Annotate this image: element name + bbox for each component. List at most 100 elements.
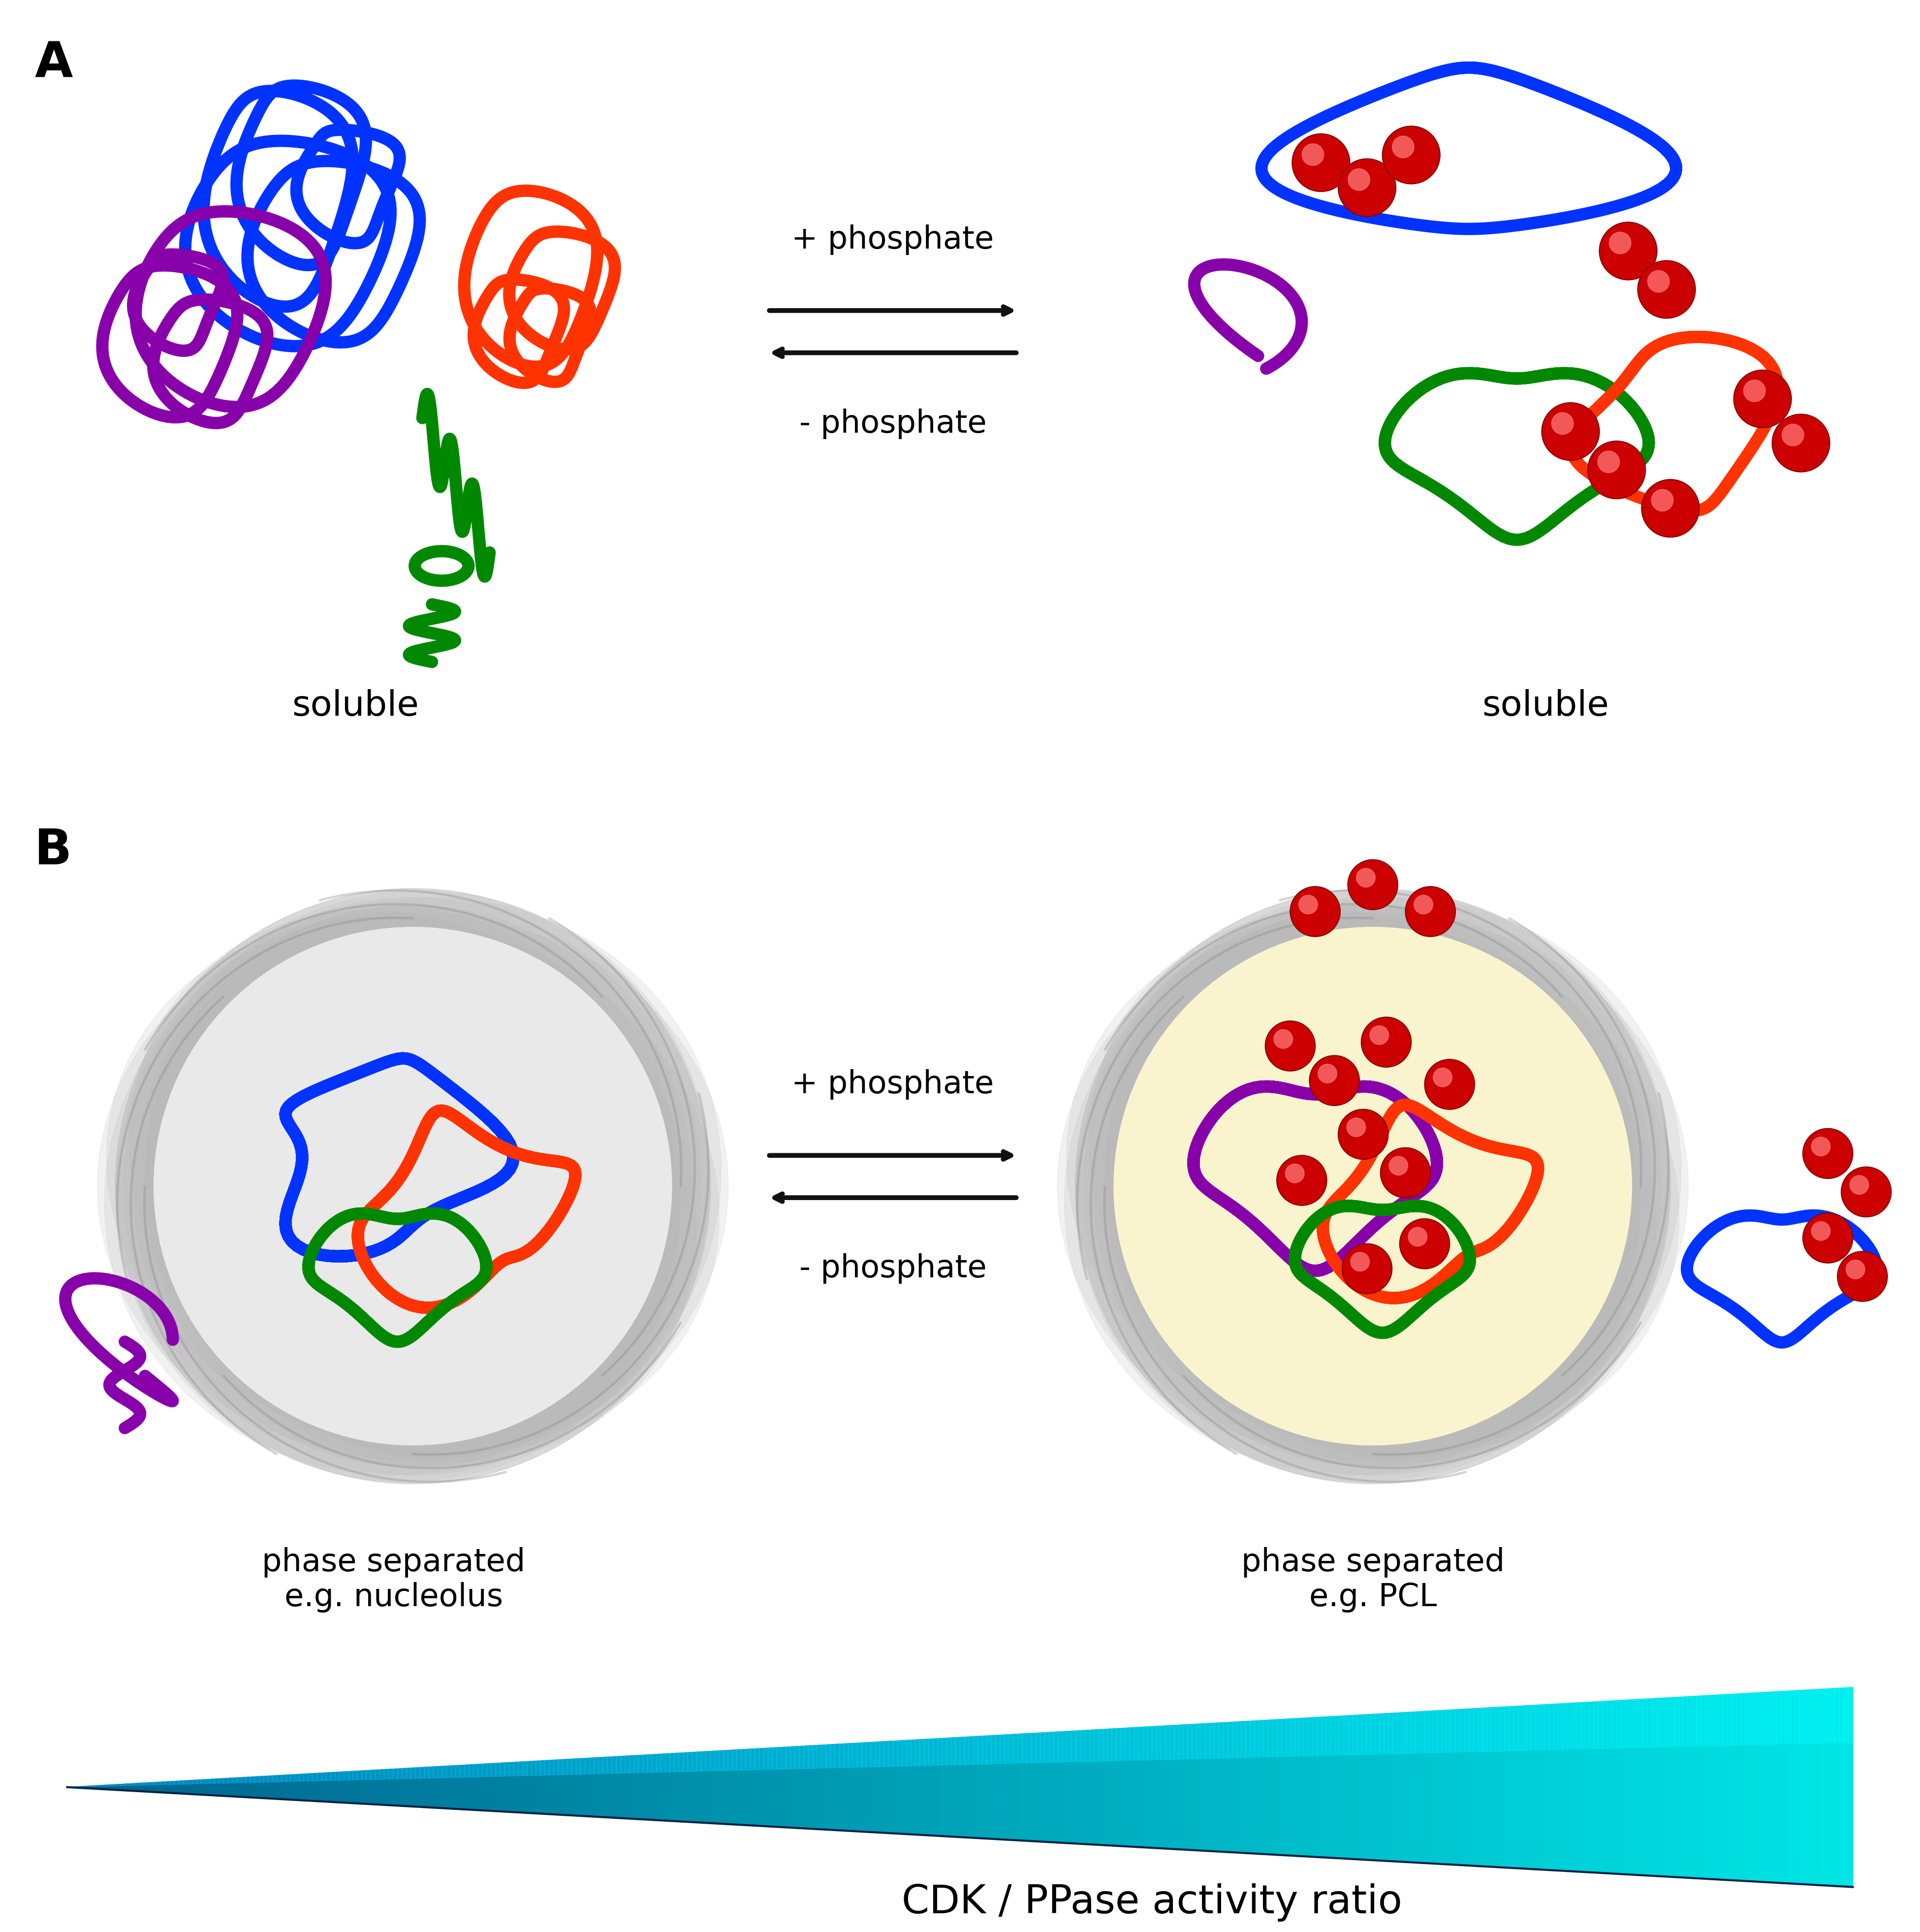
Polygon shape <box>468 1764 474 1810</box>
Ellipse shape <box>132 906 693 1466</box>
Circle shape <box>1542 402 1599 460</box>
Polygon shape <box>812 1745 818 1830</box>
Polygon shape <box>447 1766 451 1777</box>
Polygon shape <box>1428 1710 1432 1752</box>
Polygon shape <box>687 1752 691 1772</box>
Polygon shape <box>371 1770 374 1779</box>
Polygon shape <box>273 1776 276 1781</box>
Polygon shape <box>1202 1723 1206 1758</box>
Polygon shape <box>1037 1733 1041 1841</box>
Polygon shape <box>1354 1716 1357 1859</box>
Polygon shape <box>223 1777 228 1797</box>
Polygon shape <box>991 1735 996 1839</box>
Ellipse shape <box>106 918 720 1455</box>
Polygon shape <box>1139 1727 1142 1760</box>
Polygon shape <box>1665 1698 1670 1747</box>
Polygon shape <box>296 1774 300 1801</box>
Polygon shape <box>1755 1692 1759 1745</box>
Polygon shape <box>1075 1731 1081 1762</box>
Polygon shape <box>889 1741 893 1766</box>
Polygon shape <box>401 1768 407 1806</box>
Polygon shape <box>970 1737 973 1837</box>
Polygon shape <box>616 1756 620 1818</box>
Text: phase separated
e.g. nucleolus: phase separated e.g. nucleolus <box>261 1548 526 1613</box>
Polygon shape <box>121 1783 125 1791</box>
Polygon shape <box>353 1772 357 1779</box>
Polygon shape <box>1139 1727 1142 1847</box>
Polygon shape <box>348 1772 353 1803</box>
Polygon shape <box>1473 1708 1478 1866</box>
Polygon shape <box>84 1785 90 1789</box>
Polygon shape <box>1812 1689 1816 1886</box>
Polygon shape <box>1405 1712 1411 1862</box>
Polygon shape <box>893 1741 897 1766</box>
Polygon shape <box>1085 1729 1089 1845</box>
Polygon shape <box>705 1750 710 1824</box>
Polygon shape <box>883 1741 889 1833</box>
Polygon shape <box>1465 1708 1469 1866</box>
Polygon shape <box>1340 1716 1344 1859</box>
Polygon shape <box>1219 1723 1223 1851</box>
Polygon shape <box>781 1747 785 1770</box>
Polygon shape <box>1768 1692 1772 1882</box>
Polygon shape <box>1715 1694 1718 1747</box>
Polygon shape <box>1394 1714 1398 1862</box>
Polygon shape <box>188 1779 192 1783</box>
Polygon shape <box>741 1748 745 1770</box>
Polygon shape <box>157 1781 161 1793</box>
Polygon shape <box>526 1762 532 1776</box>
Circle shape <box>1734 371 1791 427</box>
Polygon shape <box>657 1754 660 1820</box>
Polygon shape <box>559 1760 563 1814</box>
Polygon shape <box>152 1781 157 1793</box>
Polygon shape <box>1411 1712 1415 1862</box>
Circle shape <box>1609 232 1632 253</box>
Polygon shape <box>684 1752 687 1772</box>
Ellipse shape <box>1092 906 1653 1466</box>
Polygon shape <box>852 1743 858 1832</box>
Polygon shape <box>255 1776 259 1799</box>
Polygon shape <box>138 1783 144 1785</box>
Polygon shape <box>1849 1687 1853 1888</box>
Polygon shape <box>822 1745 826 1768</box>
Polygon shape <box>1661 1698 1665 1876</box>
Polygon shape <box>1523 1706 1526 1750</box>
Polygon shape <box>488 1764 492 1777</box>
Polygon shape <box>1795 1690 1799 1884</box>
Polygon shape <box>501 1762 505 1812</box>
Polygon shape <box>751 1748 755 1826</box>
Polygon shape <box>576 1758 580 1816</box>
Polygon shape <box>1419 1712 1425 1862</box>
Polygon shape <box>831 1745 835 1768</box>
Polygon shape <box>323 1774 326 1781</box>
Polygon shape <box>1089 1729 1094 1845</box>
Polygon shape <box>1402 1712 1405 1754</box>
Polygon shape <box>1010 1735 1014 1764</box>
Polygon shape <box>732 1750 737 1770</box>
Polygon shape <box>937 1739 943 1835</box>
Polygon shape <box>603 1756 607 1818</box>
Polygon shape <box>1388 1714 1394 1754</box>
Polygon shape <box>1112 1729 1116 1760</box>
Polygon shape <box>947 1737 950 1766</box>
Polygon shape <box>1156 1725 1162 1760</box>
Polygon shape <box>1647 1698 1651 1876</box>
Polygon shape <box>572 1758 576 1774</box>
Polygon shape <box>566 1758 572 1776</box>
Polygon shape <box>219 1779 223 1797</box>
Polygon shape <box>1394 1714 1398 1754</box>
Polygon shape <box>246 1777 250 1797</box>
Ellipse shape <box>1106 906 1640 1466</box>
Polygon shape <box>1062 1731 1068 1843</box>
Polygon shape <box>148 1783 152 1791</box>
Polygon shape <box>468 1764 474 1777</box>
Ellipse shape <box>1075 891 1670 1482</box>
Polygon shape <box>835 1745 839 1830</box>
Polygon shape <box>1142 1727 1148 1760</box>
Circle shape <box>1380 1148 1430 1198</box>
Polygon shape <box>518 1762 522 1776</box>
Polygon shape <box>461 1766 465 1777</box>
Polygon shape <box>1789 1690 1795 1884</box>
Ellipse shape <box>1075 891 1670 1482</box>
Polygon shape <box>835 1745 839 1768</box>
